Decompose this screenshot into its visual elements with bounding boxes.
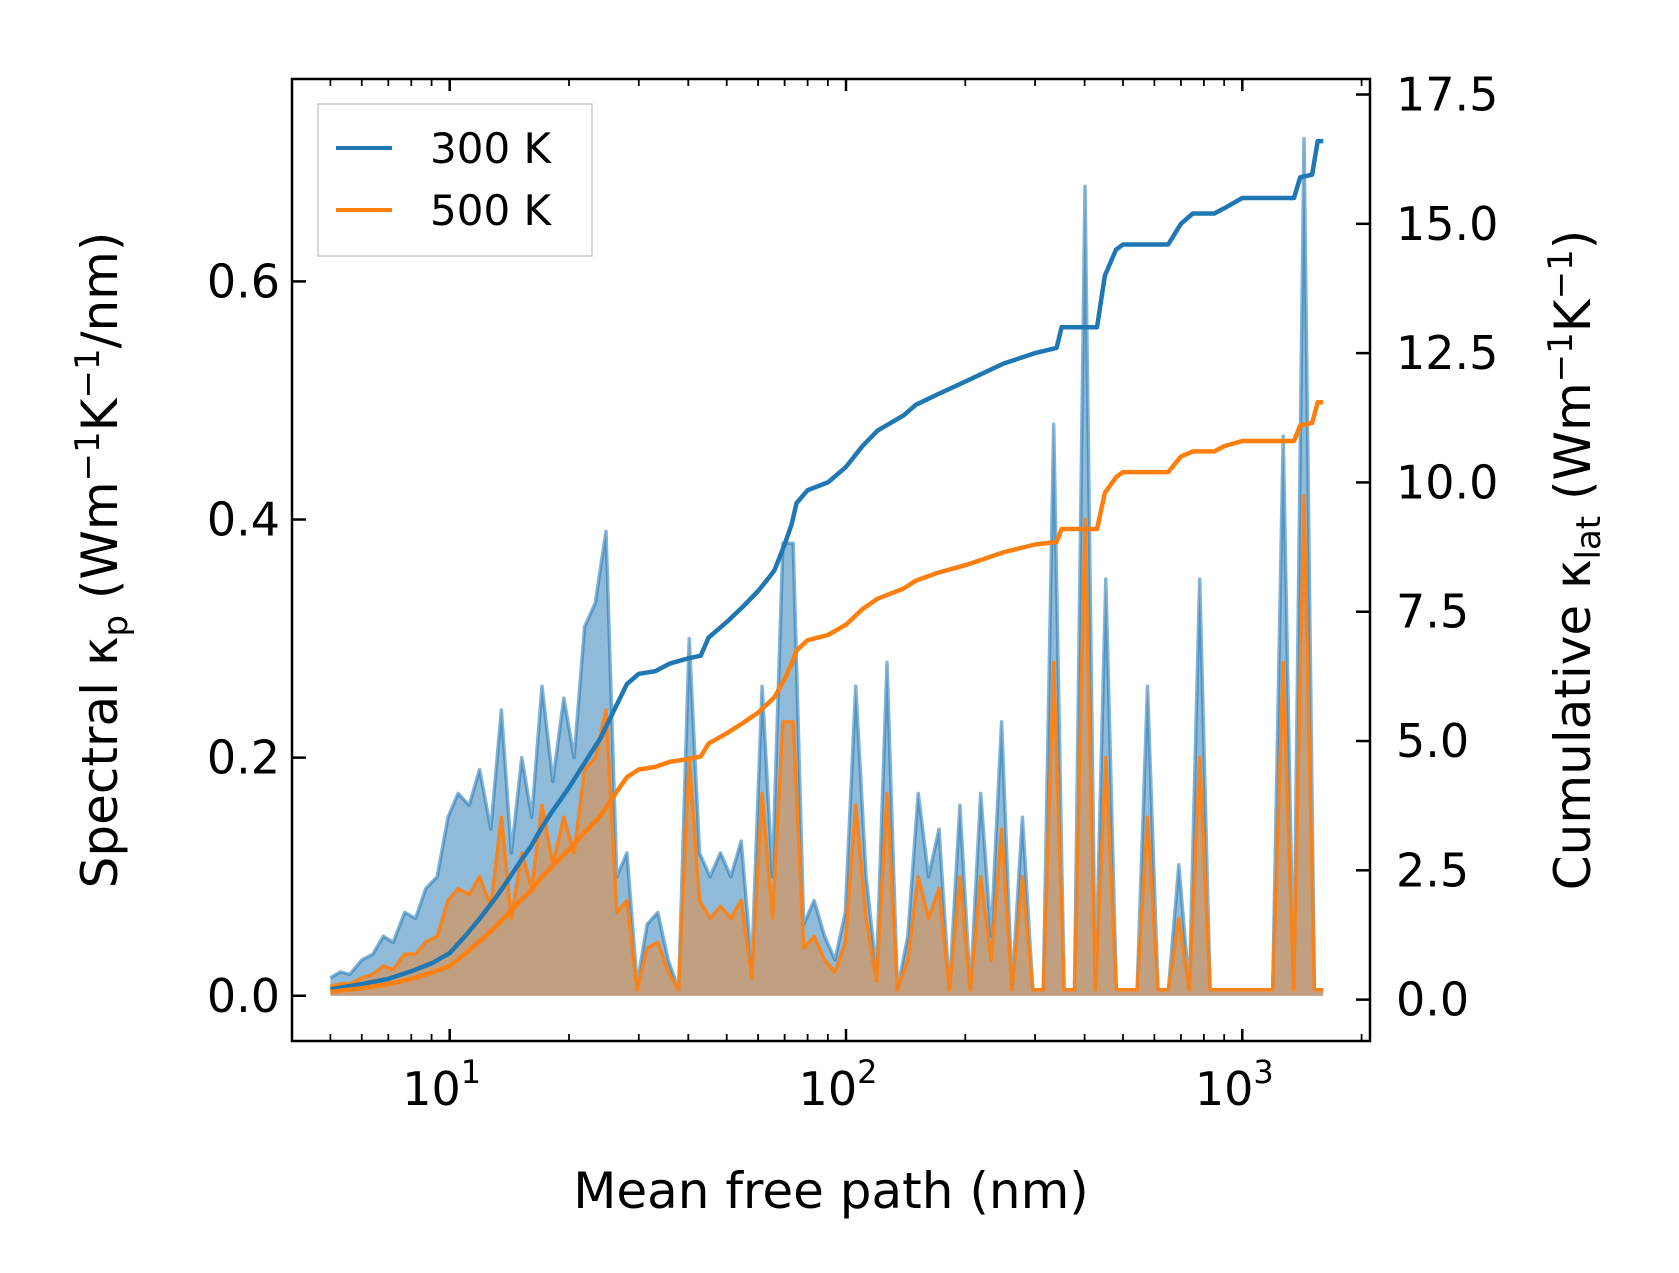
y-right-tick-label: 12.5 [1396, 326, 1498, 380]
y-label-left-sup1: −1 [68, 431, 108, 481]
x-tick-label: 103 [1195, 1053, 1274, 1116]
cumulative-line-300k [330, 138, 1324, 992]
x-tick-exp: 1 [461, 1053, 481, 1091]
plot-area [329, 136, 1324, 996]
legend-label-300k: 300 K [430, 124, 553, 173]
y-right-tick-label: 17.5 [1396, 68, 1498, 122]
legend-box [317, 103, 593, 257]
y-left-tick-label: 0.4 [207, 493, 280, 547]
y-left-tick-label: 0.6 [207, 254, 280, 308]
legend: 300 K 500 K [317, 103, 593, 257]
y-right-tick-label: 10.0 [1396, 455, 1498, 509]
y-left-tick-label: 0.0 [207, 969, 280, 1023]
x-tick-base: 10 [1195, 1062, 1254, 1116]
x-tick-label: 102 [799, 1053, 878, 1116]
y-label-right-sup2: −1 [1541, 249, 1581, 299]
y-right-tick-label: 0.0 [1396, 973, 1469, 1027]
y-axis-label-right: Cumulative κlat (Wm−1K−1) [1541, 230, 1609, 890]
x-tick-base: 10 [402, 1062, 461, 1116]
cumulative-line-500k [330, 400, 1324, 995]
y-label-right-k: K [1544, 298, 1602, 332]
x-tick-exp: 2 [857, 1053, 877, 1091]
y-right-tick-label: 7.5 [1396, 585, 1469, 639]
y-label-right-prefix: Cumulative κ [1544, 559, 1602, 890]
y-label-left-end: /nm) [71, 232, 129, 349]
y-axis-label-left: Spectral κp (Wm−1K−1/nm) [68, 232, 136, 889]
y-label-right-end: ) [1544, 230, 1602, 250]
y-label-left-sup2: −1 [68, 348, 108, 398]
spectral-area-500k [330, 495, 1324, 996]
x-axis-label: Mean free path (nm) [573, 1162, 1089, 1220]
spectral-area-300k [330, 138, 1324, 996]
y-label-left-units: (Wm [71, 481, 129, 615]
y-label-right-sub: lat [1569, 516, 1609, 560]
y-label-right-sup1: −1 [1541, 332, 1581, 382]
x-tick-exp: 3 [1253, 1053, 1273, 1091]
tick-marks [291, 79, 1370, 1041]
axes-frame [290, 77, 1372, 1043]
y-label-left-sub: p [96, 615, 136, 637]
y-label-left-k: K [71, 397, 129, 431]
y-right-tick-label: 15.0 [1396, 197, 1498, 251]
x-tick-label: 101 [402, 1053, 481, 1116]
tick-labels: 101 102 1030.00.20.40.60.02.55.07.510.012.… [207, 68, 1499, 1116]
y-right-tick-label: 2.5 [1396, 843, 1469, 897]
y-label-left-prefix: Spectral κ [71, 637, 129, 889]
y-label-right-units: (Wm [1544, 382, 1602, 516]
legend-label-500k: 500 K [430, 186, 553, 235]
spectral-line-500k [330, 493, 1324, 992]
y-right-tick-label: 5.0 [1396, 714, 1469, 768]
x-tick-base: 10 [799, 1062, 858, 1116]
y-left-tick-label: 0.2 [207, 731, 280, 785]
